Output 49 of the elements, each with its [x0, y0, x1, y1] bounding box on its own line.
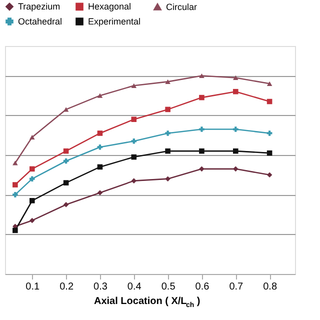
point — [165, 148, 170, 154]
point — [165, 106, 170, 112]
legend-label: Circular — [166, 2, 198, 12]
legend-label: Trapezium — [18, 2, 60, 12]
point — [165, 79, 170, 84]
point — [29, 166, 35, 172]
x-tick-label: 0.8 — [263, 282, 278, 292]
point — [12, 160, 18, 166]
point — [63, 202, 69, 208]
point — [97, 130, 103, 136]
point — [97, 144, 103, 150]
point — [232, 126, 238, 132]
point — [131, 116, 137, 122]
point — [232, 88, 238, 94]
point — [165, 176, 170, 182]
point — [29, 134, 35, 140]
x-tick-label: 0.3 — [94, 282, 108, 292]
point — [199, 148, 204, 154]
legend-label: Hexagonal — [88, 2, 132, 12]
point — [12, 182, 18, 188]
point — [29, 198, 35, 204]
point — [131, 83, 137, 88]
point — [199, 94, 204, 100]
point — [29, 218, 35, 224]
x-tick-label: 0.1 — [26, 282, 40, 292]
point — [63, 180, 69, 186]
legend-label: Octahedral — [18, 16, 62, 26]
x-tick-label: 0.7 — [229, 282, 244, 292]
point — [199, 166, 204, 172]
point — [12, 192, 18, 198]
x-tick-label: 0.4 — [127, 282, 142, 292]
point — [199, 73, 204, 78]
point — [12, 228, 18, 234]
point — [131, 178, 137, 184]
point — [199, 126, 204, 132]
legend-label: Experimental — [88, 16, 141, 26]
point — [266, 81, 272, 86]
x-tick-label: 0.5 — [161, 282, 176, 292]
point — [232, 148, 238, 154]
point — [232, 75, 238, 80]
point — [266, 130, 272, 136]
point — [29, 176, 35, 182]
point — [97, 93, 103, 98]
x-tick-label: 0.2 — [60, 282, 74, 292]
point — [165, 130, 170, 136]
point — [131, 138, 137, 144]
x-tick-label: 0.6 — [195, 282, 210, 292]
point — [266, 172, 272, 178]
point — [131, 154, 137, 160]
